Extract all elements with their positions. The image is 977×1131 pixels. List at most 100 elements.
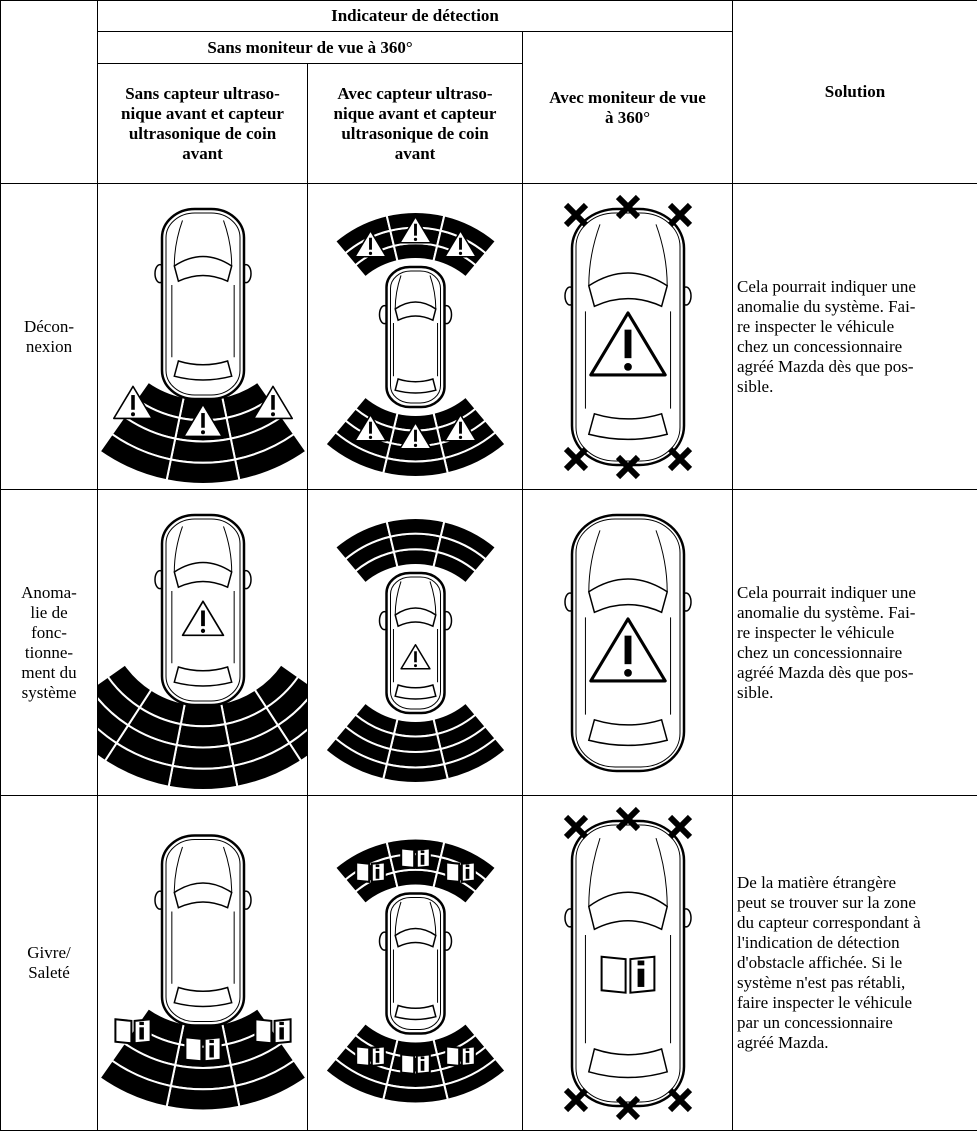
car-body: [387, 573, 445, 713]
text-line: agréé Mazda dès que pos-: [737, 663, 977, 683]
text-line: Décon-: [1, 317, 97, 337]
cross-mark: [670, 449, 690, 469]
car-body: [387, 894, 445, 1034]
illustration: [523, 796, 733, 1131]
text-line: nexion: [1, 337, 97, 357]
book-i: [466, 1053, 470, 1063]
corner-cell: [1, 1, 98, 184]
car-body: [162, 209, 244, 399]
text-line: nique avant et capteur: [308, 104, 522, 124]
sensor-zone: [171, 439, 235, 463]
condition: Décon-nexion: [1, 184, 98, 490]
text-line: anomalie du système. Fai-: [737, 297, 977, 317]
book-i-dot: [376, 864, 380, 867]
sensor-zone: [383, 458, 448, 477]
text-line: à 360°: [523, 108, 732, 128]
book-i: [638, 969, 645, 987]
car-body: [162, 836, 244, 1026]
sensor-zone: [394, 870, 437, 888]
text-line: Saleté: [1, 963, 97, 983]
header-detection: Indicateur de détection: [98, 1, 733, 32]
text-line: fonc-: [1, 623, 97, 643]
text-line: avant: [308, 144, 522, 164]
sensor-zone: [387, 839, 445, 858]
text-line: re inspecter le véhicule: [737, 623, 977, 643]
illustration-drawing: [523, 796, 732, 1130]
text-line: ultrasonique de coin: [308, 124, 522, 144]
book-i-dot: [638, 961, 645, 966]
warning-dot: [369, 252, 372, 255]
text-line: avant: [98, 144, 307, 164]
illustration: [98, 184, 308, 490]
cross-mark: [566, 205, 586, 225]
cross-mark: [670, 817, 690, 837]
text-line: tionne-: [1, 643, 97, 663]
header-col-no-front: Sans capteur ultraso-nique avant et capt…: [98, 64, 308, 184]
book-i: [376, 869, 380, 879]
sensor-zone: [175, 1044, 231, 1068]
text-line: système n'est pas rétabli,: [737, 973, 977, 993]
text-line: sible.: [737, 377, 977, 397]
text-line: re inspecter le véhicule: [737, 317, 977, 337]
sensor-zone: [387, 518, 445, 537]
illustration: [523, 490, 733, 796]
text-line: chez un concessionnaire: [737, 337, 977, 357]
text-line: système: [1, 683, 97, 703]
sensor-zone: [387, 1070, 444, 1088]
text-line: anomalie du système. Fai-: [737, 603, 977, 623]
book-i: [421, 855, 425, 865]
cross-mark: [566, 1090, 586, 1110]
warning-dot: [624, 669, 632, 677]
warning-dot: [201, 629, 205, 633]
text-line: du capteur correspondant à: [737, 913, 977, 933]
book-i-dot: [421, 1056, 425, 1059]
text-line: d'obstacle affichée. Si le: [737, 953, 977, 973]
book-i: [139, 1027, 143, 1039]
header-solution: Solution: [733, 1, 977, 184]
warning-dot: [271, 412, 275, 416]
text-line: sible.: [737, 683, 977, 703]
text-line: ultrasonique de coin: [98, 124, 307, 144]
book-i: [376, 1053, 380, 1063]
cross-mark: [670, 1090, 690, 1110]
text-line: chez un concessionnaire: [737, 643, 977, 663]
warning-dot: [624, 363, 632, 371]
text-line: faire inspecter le véhicule: [737, 993, 977, 1013]
car-body: [387, 267, 445, 407]
illustration-drawing: [98, 796, 307, 1130]
text-line: agréé Mazda.: [737, 1033, 977, 1053]
illustration-drawing: [98, 490, 307, 795]
illustration: [98, 490, 308, 796]
illustration: [308, 796, 523, 1131]
text-line: De la matière étrangère: [737, 873, 977, 893]
illustration: [308, 490, 523, 796]
illustration-drawing: [523, 184, 732, 489]
sensor-zone: [394, 243, 437, 261]
book-i-dot: [279, 1022, 283, 1025]
condition: Givre/Saleté: [1, 796, 98, 1131]
warning-dot: [414, 664, 417, 667]
illustration-drawing: [308, 796, 522, 1130]
book-i-dot: [139, 1022, 143, 1025]
book-i: [421, 1061, 425, 1071]
book-i-dot: [376, 1048, 380, 1051]
sensor-zone: [167, 1086, 240, 1111]
sensor-zone: [390, 734, 440, 752]
warning-dot: [414, 444, 417, 447]
warning-dot: [459, 252, 462, 255]
warning-dot: [459, 436, 462, 439]
warning-dot: [369, 436, 372, 439]
text-line: Avec moniteur de vue: [523, 88, 732, 108]
sensor-zone: [390, 854, 440, 872]
book-i: [279, 1027, 283, 1039]
text-line: peut se trouver sur la zone: [737, 893, 977, 913]
text-line: par un concessionnaire: [737, 1013, 977, 1033]
car-body: [572, 821, 684, 1106]
text-line: l'indication de détection: [737, 933, 977, 953]
book-i: [209, 1045, 213, 1057]
